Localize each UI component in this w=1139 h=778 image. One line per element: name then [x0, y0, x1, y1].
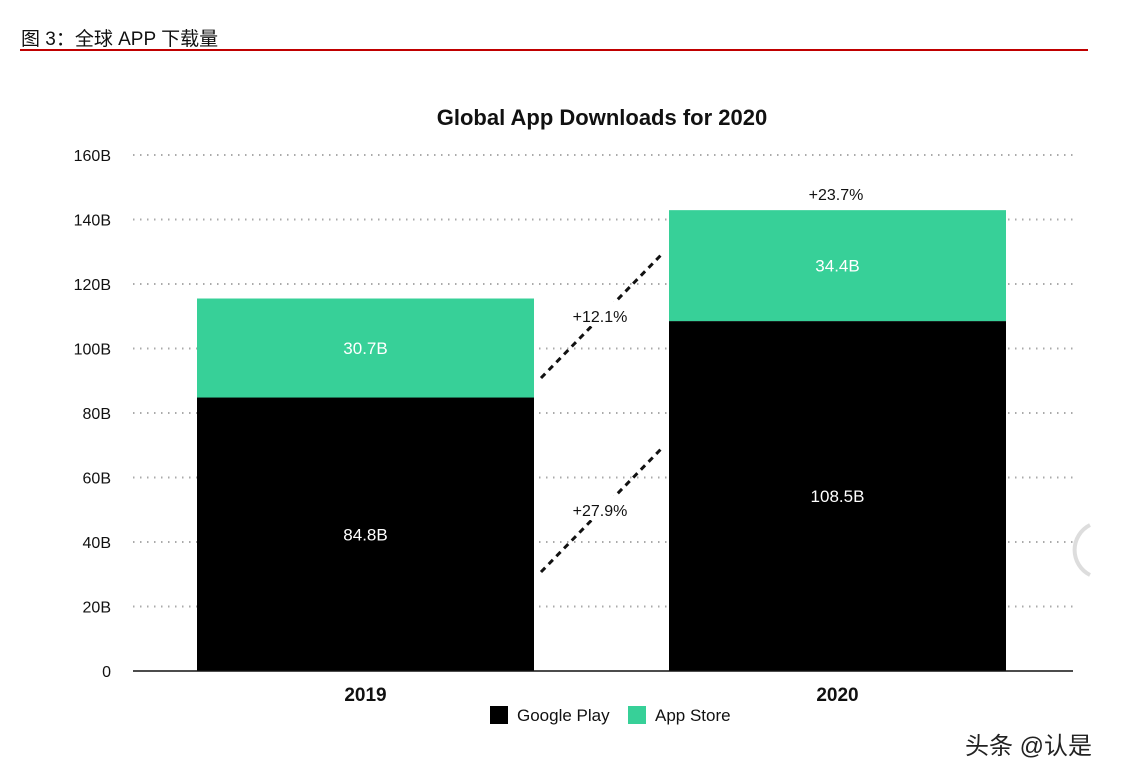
figure-title: 图 3：全球 APP 下载量	[21, 29, 219, 50]
title-rule	[20, 49, 1088, 51]
annotation-app-store-growth: +12.1%	[573, 309, 628, 326]
data-label: 34.4B	[815, 257, 859, 276]
annotation-bg	[565, 302, 635, 326]
y-tick-label: 20B	[83, 600, 111, 617]
legend-label: App Store	[655, 706, 731, 725]
annotation-bg	[565, 496, 635, 520]
y-tick-label: 100B	[74, 342, 111, 359]
growth-connector-app-store	[539, 252, 664, 380]
data-label: 84.8B	[343, 525, 387, 544]
legend-label: Google Play	[517, 706, 610, 725]
growth-connector-google-play	[539, 446, 664, 574]
y-tick-label: 80B	[83, 406, 111, 423]
y-tick-label: 140B	[74, 213, 111, 230]
bar-app-store-2019	[197, 298, 534, 398]
bar-google-play-2019	[197, 397, 534, 671]
y-tick-label: 0	[102, 664, 111, 681]
bar-google-play-2020	[669, 321, 1006, 671]
y-tick-label: 160B	[74, 148, 111, 165]
y-tick-label: 60B	[83, 471, 111, 488]
data-label: 108.5B	[811, 487, 865, 506]
y-tick-label: 40B	[83, 535, 111, 552]
y-tick-label: 120B	[74, 277, 111, 294]
watermark: 头条 @认是	[965, 733, 1093, 760]
legend-swatch	[490, 706, 508, 724]
legend-swatch	[628, 706, 646, 724]
x-tick-label: 2020	[816, 685, 858, 706]
bar-app-store-2020	[669, 210, 1006, 322]
chart-title: Global App Downloads for 2020	[437, 105, 767, 130]
x-tick-label: 2019	[344, 685, 386, 706]
decorative-circle-icon	[1072, 523, 1091, 577]
data-label: 30.7B	[343, 339, 387, 358]
annotation-total-growth: +23.7%	[809, 187, 864, 204]
annotation-google-play-growth: +27.9%	[573, 503, 628, 520]
